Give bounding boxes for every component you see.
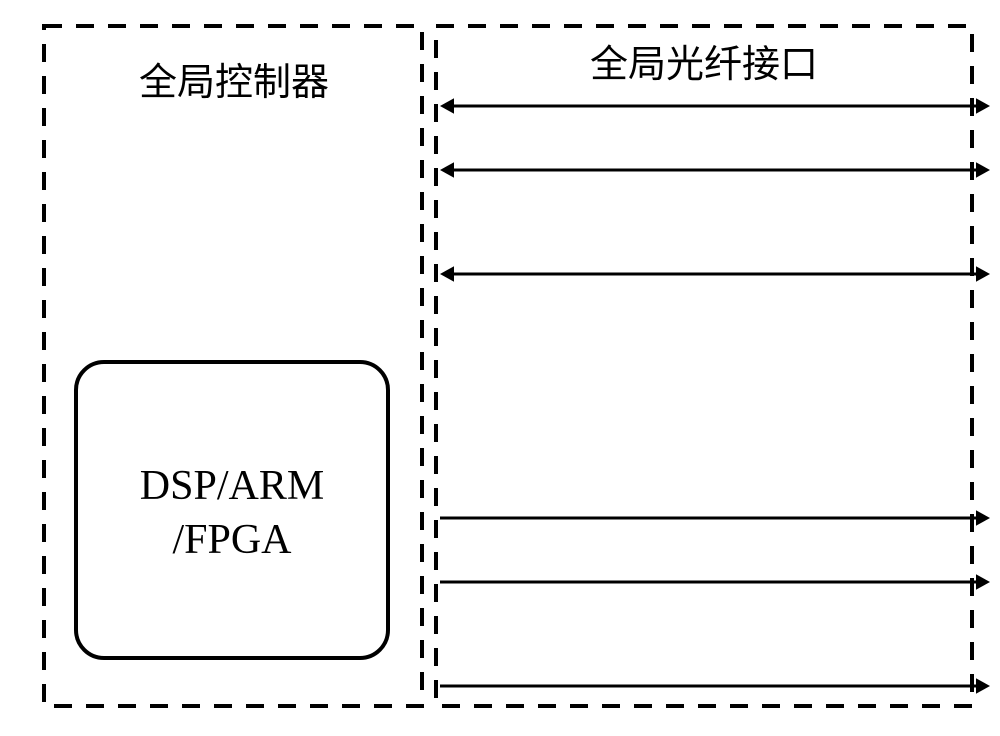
diagram-canvas: 全局控制器 全局光纤接口 DSP/ARM /FPGA	[0, 0, 1000, 736]
connector-layer	[0, 0, 1000, 736]
processor-label-line1: DSP/ARM	[76, 462, 388, 510]
controller-title: 全局控制器	[0, 51, 468, 106]
processor-label-line2: /FPGA	[76, 516, 388, 564]
interface-title: 全局光纤接口	[436, 33, 972, 88]
